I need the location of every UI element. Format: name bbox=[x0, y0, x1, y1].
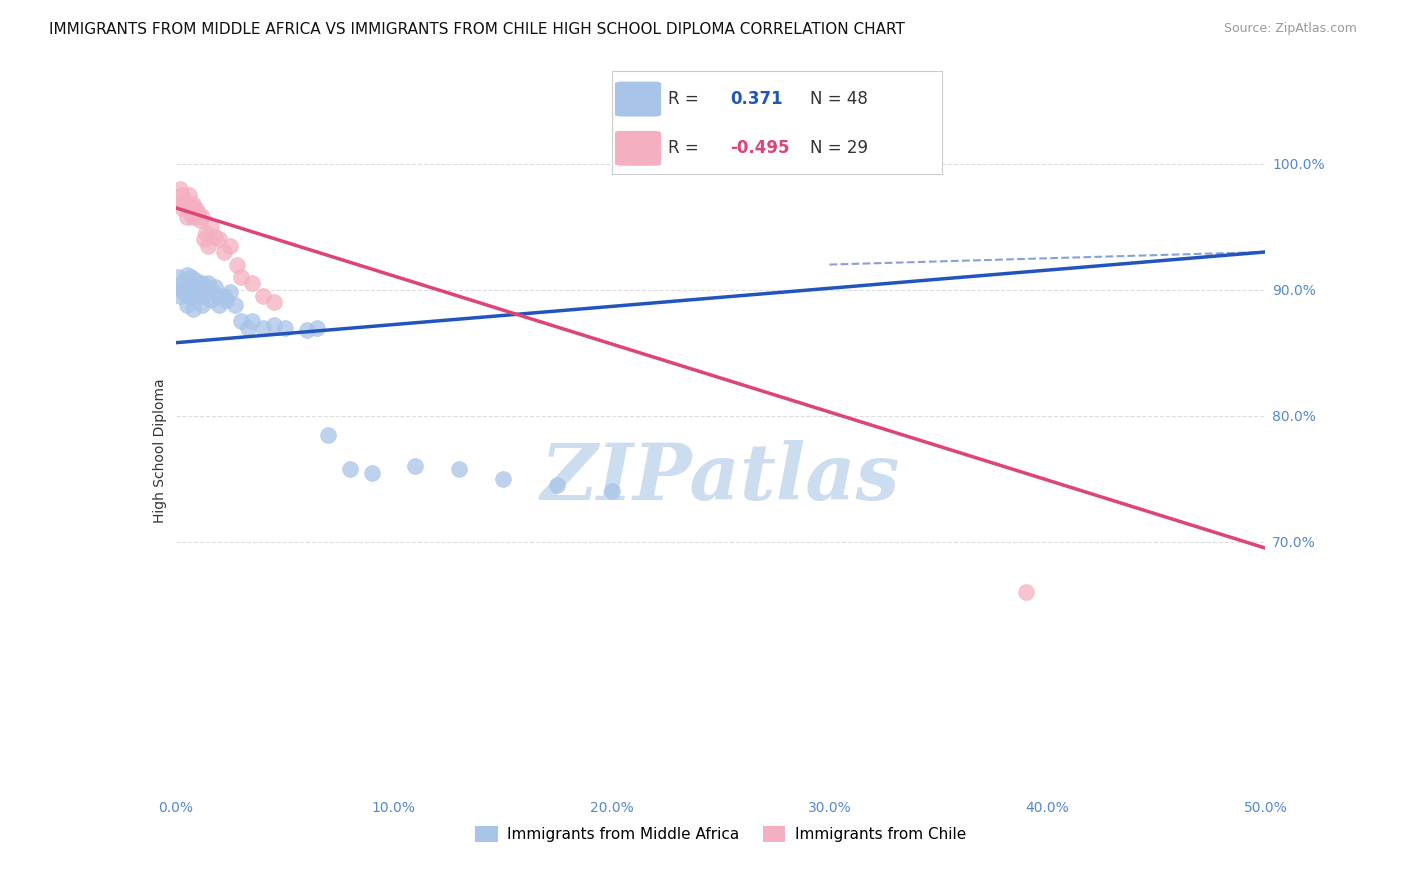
Legend: Immigrants from Middle Africa, Immigrants from Chile: Immigrants from Middle Africa, Immigrant… bbox=[470, 820, 972, 848]
Point bbox=[172, 188, 194, 202]
Point bbox=[263, 295, 285, 310]
Point bbox=[188, 289, 211, 303]
Point bbox=[236, 320, 259, 334]
Point bbox=[177, 188, 200, 202]
Point bbox=[197, 238, 219, 252]
Text: IMMIGRANTS FROM MIDDLE AFRICA VS IMMIGRANTS FROM CHILE HIGH SCHOOL DIPLOMA CORRE: IMMIGRANTS FROM MIDDLE AFRICA VS IMMIGRA… bbox=[49, 22, 905, 37]
Point bbox=[1015, 585, 1038, 599]
Point bbox=[169, 289, 191, 303]
Text: Source: ZipAtlas.com: Source: ZipAtlas.com bbox=[1223, 22, 1357, 36]
Point bbox=[184, 285, 207, 300]
Point bbox=[184, 201, 207, 215]
Text: ZIPatlas: ZIPatlas bbox=[541, 440, 900, 516]
Text: N = 29: N = 29 bbox=[810, 139, 868, 157]
Point bbox=[180, 207, 202, 221]
Point bbox=[219, 285, 242, 300]
Point bbox=[176, 201, 198, 215]
Point bbox=[181, 289, 204, 303]
Point bbox=[186, 277, 209, 291]
Point bbox=[492, 472, 515, 486]
Point bbox=[212, 244, 235, 259]
Point bbox=[169, 182, 191, 196]
Point bbox=[172, 201, 194, 215]
Point bbox=[184, 273, 207, 287]
Point bbox=[225, 258, 247, 272]
Point bbox=[172, 283, 194, 297]
Point bbox=[195, 226, 218, 240]
Point bbox=[177, 289, 200, 303]
FancyBboxPatch shape bbox=[614, 131, 661, 166]
Point bbox=[231, 270, 253, 285]
Point bbox=[263, 318, 285, 332]
Point bbox=[212, 289, 235, 303]
Point bbox=[193, 232, 215, 246]
Point bbox=[176, 298, 198, 312]
Point bbox=[181, 301, 204, 316]
Point bbox=[167, 194, 190, 209]
Point bbox=[204, 280, 226, 294]
Point bbox=[188, 213, 211, 227]
Point bbox=[546, 478, 568, 492]
Point bbox=[200, 219, 222, 234]
Point bbox=[197, 277, 219, 291]
Point bbox=[200, 293, 222, 307]
Point bbox=[252, 320, 274, 334]
Text: N = 48: N = 48 bbox=[810, 90, 868, 108]
Point bbox=[224, 298, 246, 312]
Point bbox=[205, 289, 228, 303]
Y-axis label: High School Diploma: High School Diploma bbox=[153, 378, 167, 523]
Point bbox=[252, 289, 274, 303]
Point bbox=[173, 194, 195, 209]
Point bbox=[167, 270, 190, 285]
Point bbox=[176, 268, 198, 282]
Point bbox=[172, 277, 194, 291]
Point bbox=[295, 323, 318, 337]
Point bbox=[231, 314, 253, 328]
Point bbox=[405, 459, 427, 474]
Point bbox=[360, 466, 382, 480]
Point bbox=[215, 293, 238, 307]
Point bbox=[191, 298, 214, 312]
Point bbox=[180, 280, 202, 294]
Point bbox=[201, 285, 224, 300]
Point bbox=[180, 270, 202, 285]
Point bbox=[193, 289, 215, 303]
Point bbox=[181, 197, 204, 211]
Point bbox=[191, 277, 214, 291]
Point bbox=[318, 427, 340, 442]
Point bbox=[240, 314, 263, 328]
FancyBboxPatch shape bbox=[614, 82, 661, 117]
Point bbox=[274, 320, 297, 334]
Point bbox=[186, 283, 209, 297]
Point bbox=[307, 320, 329, 334]
Point bbox=[208, 298, 231, 312]
Point bbox=[447, 461, 470, 475]
Point bbox=[177, 277, 200, 291]
Text: -0.495: -0.495 bbox=[731, 139, 790, 157]
Text: R =: R = bbox=[668, 90, 704, 108]
Point bbox=[173, 285, 195, 300]
Text: R =: R = bbox=[668, 139, 704, 157]
Point bbox=[186, 204, 209, 219]
Point bbox=[181, 210, 204, 224]
Point bbox=[208, 232, 231, 246]
Point bbox=[600, 484, 623, 499]
Point bbox=[339, 461, 361, 475]
Point bbox=[204, 230, 226, 244]
Point bbox=[240, 277, 263, 291]
Text: 0.371: 0.371 bbox=[731, 90, 783, 108]
Point bbox=[219, 238, 242, 252]
Point bbox=[195, 283, 218, 297]
Point bbox=[191, 210, 214, 224]
Point bbox=[176, 210, 198, 224]
